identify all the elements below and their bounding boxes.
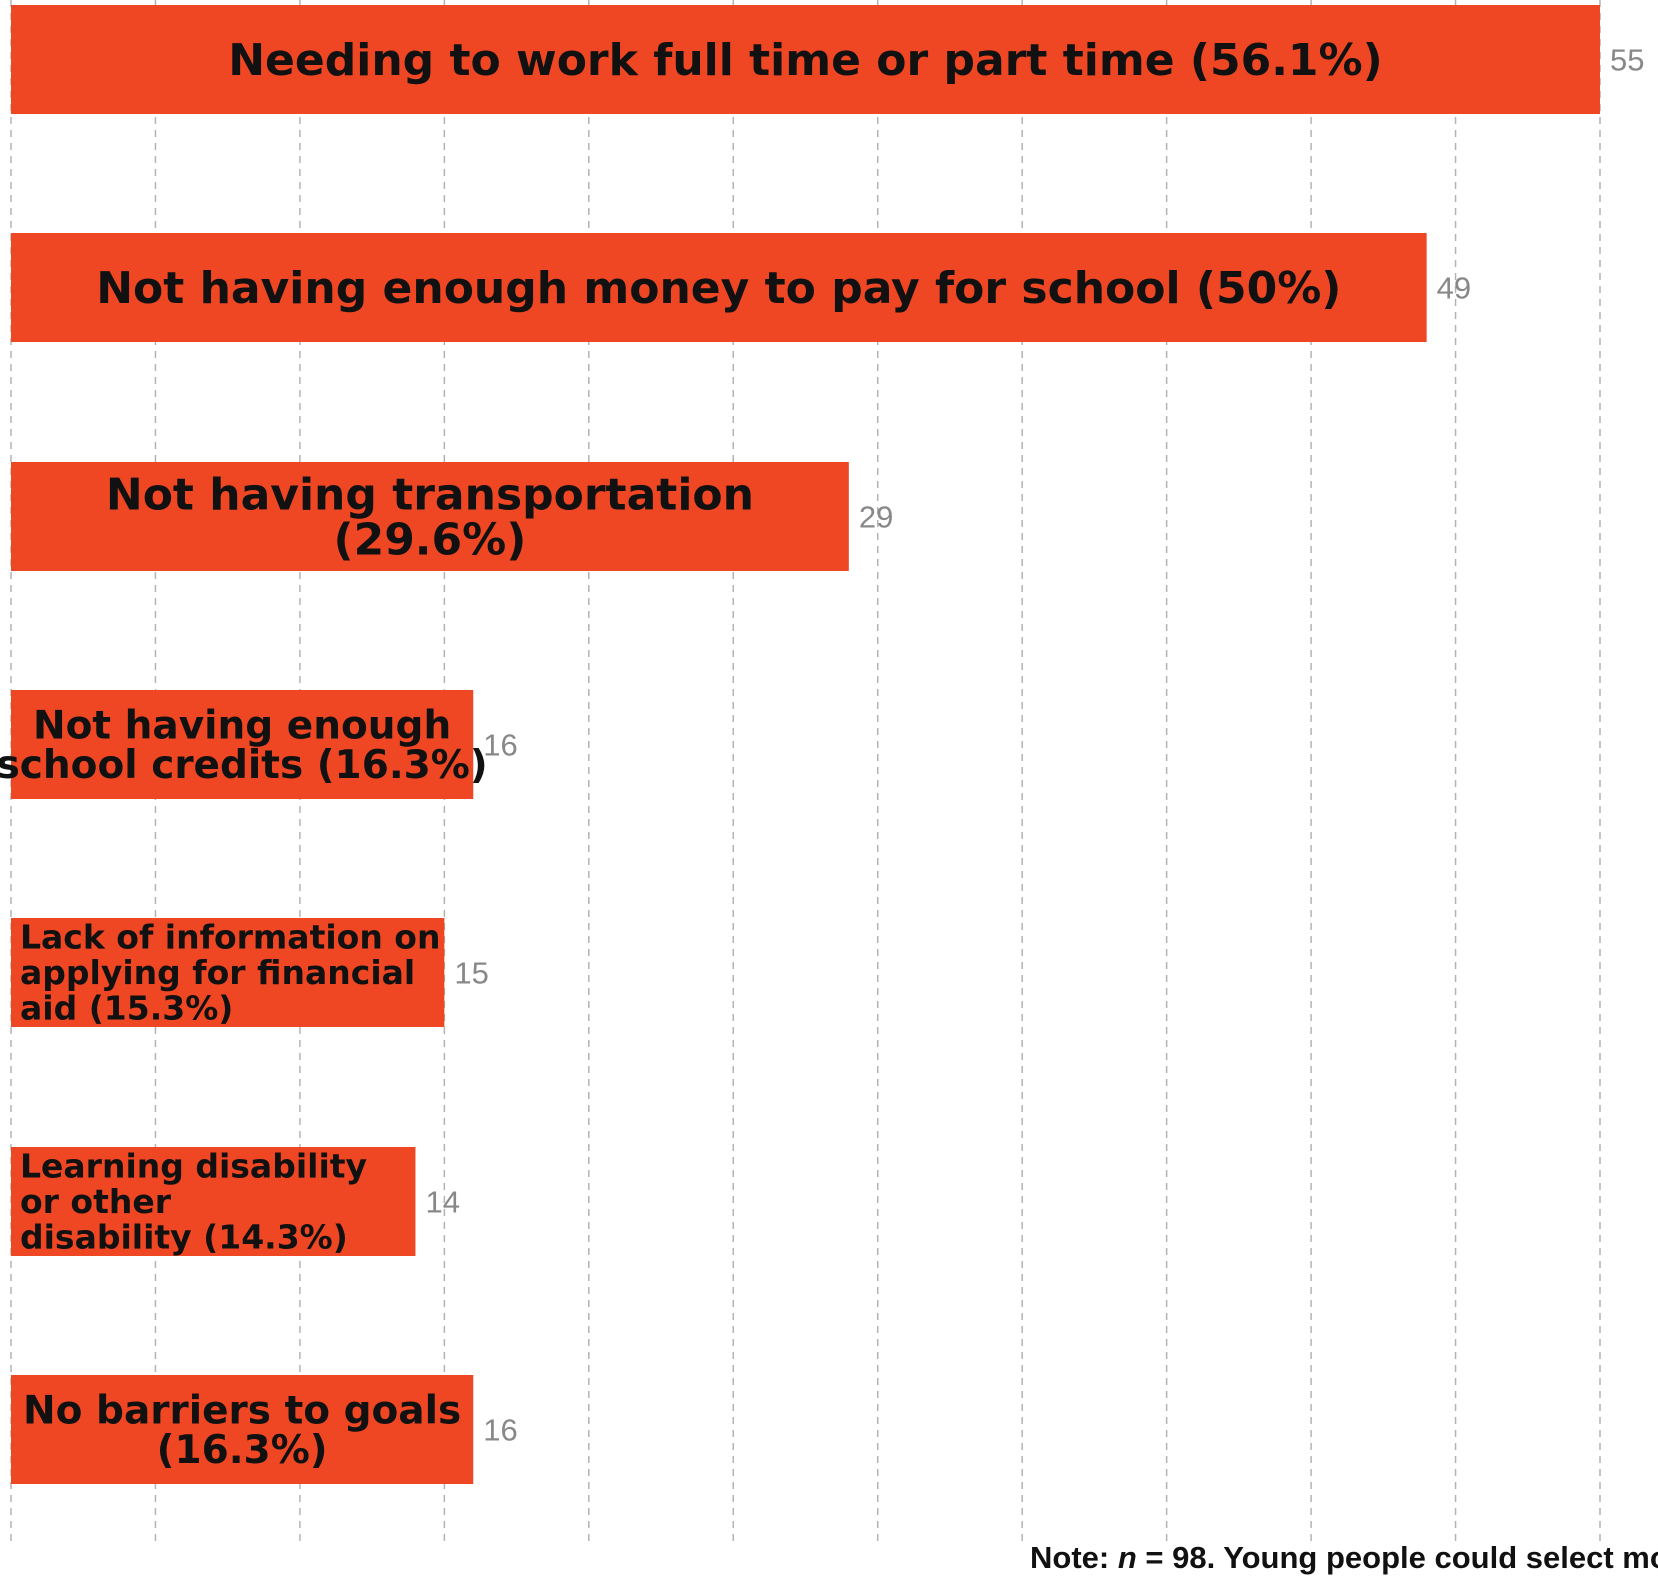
bar-group: Not having enough school credits (16.3%)1… <box>0 690 518 799</box>
bar-group: Lack of information on applying for finan… <box>11 917 489 1028</box>
bar-value-label: 49 <box>1437 271 1471 306</box>
bar-category-line: Not having enough money to pay for schoo… <box>96 263 1341 314</box>
bar-category-line: disability (14.3%) <box>20 1218 348 1257</box>
bar-category-label: Not having transportation (29.6%) <box>106 469 754 565</box>
bar-value-label: 16 <box>483 1413 517 1448</box>
bar-category-label: Not having enough money to pay for schoo… <box>96 263 1341 314</box>
bar-category-line: No barriers to goals <box>23 1388 461 1433</box>
bar-category-label: Not having enough school credits (16.3%) <box>0 703 488 788</box>
bar-category-line: aid (15.3%) <box>20 989 233 1028</box>
bar-category-line: Learning disability <box>20 1146 367 1185</box>
bar <box>11 690 474 799</box>
bar-category-line: applying for financial <box>20 953 415 992</box>
bar-value-label: 29 <box>859 500 893 535</box>
bar-category-line: or other <box>20 1182 172 1221</box>
bar <box>11 233 1427 342</box>
bar-group: No barriers to goals (16.3%) 16 <box>11 1375 518 1484</box>
bar-category-line: (29.6%) <box>333 514 526 565</box>
note-prefix: Note: <box>1030 1540 1118 1575</box>
bar-group: Not having enough money to pay for schoo… <box>11 233 1471 342</box>
bar <box>11 1375 474 1484</box>
bar-category-label: Learning disability or other disability (1… <box>20 1146 367 1256</box>
bar-category-line: Not having enough <box>33 703 451 748</box>
note-text: = 98. Young people could select more <box>1137 1540 1658 1575</box>
bar-category-label: Lack of information on applying for finan… <box>20 917 440 1027</box>
bar-category-line: Lack of information on <box>20 917 440 956</box>
bar <box>11 1147 416 1256</box>
bar-category-line: school credits (16.3%) <box>0 743 488 788</box>
bar-category-line: (16.3%) <box>157 1428 328 1473</box>
bar-category-label: Needing to work full time or part time (… <box>228 35 1383 86</box>
bar-value-label: 55 <box>1610 43 1644 78</box>
chart-note: Note: n = 98. Young people could select … <box>1030 1540 1658 1575</box>
bar-value-label: 14 <box>425 1185 459 1220</box>
bar-group: Not having transportation (29.6%) 29 <box>11 462 893 571</box>
bar-category-label: No barriers to goals (16.3%) <box>23 1388 461 1473</box>
bars: Needing to work full time or part time (… <box>0 5 1644 1484</box>
bar <box>11 5 1600 114</box>
note-italic: n <box>1118 1540 1137 1575</box>
bar-category-line: Needing to work full time or part time (… <box>228 35 1383 86</box>
bar-category-line: Not having transportation <box>106 469 754 520</box>
bar <box>11 918 445 1027</box>
bar <box>11 462 849 571</box>
bar-group: Learning disability or other disability (1… <box>11 1146 460 1257</box>
bar-value-label: 15 <box>454 956 488 991</box>
bar-group: Needing to work full time or part time (… <box>11 5 1644 114</box>
bar-value-label: 16 <box>483 728 517 763</box>
